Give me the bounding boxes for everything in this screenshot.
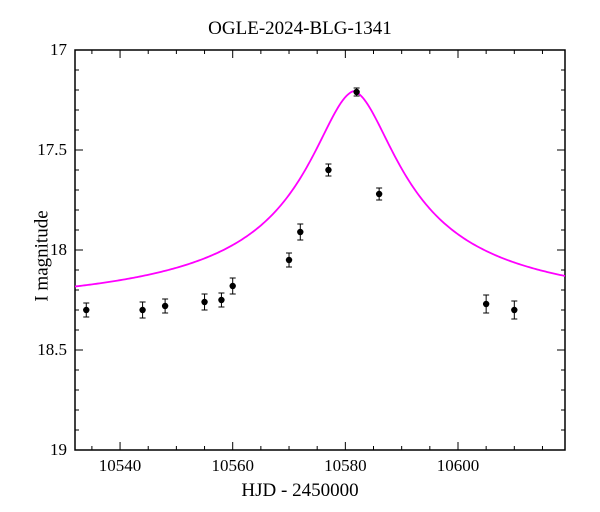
y-tick-label: 17.5 (37, 140, 67, 160)
y-tick-label: 17 (50, 40, 67, 60)
x-tick-label: 10600 (437, 456, 480, 476)
chart-title: OGLE-2024-BLG-1341 (0, 18, 600, 40)
x-tick-label: 10540 (99, 456, 142, 476)
x-tick-label: 10560 (211, 456, 254, 476)
x-axis-label: HJD - 2450000 (0, 480, 600, 502)
y-tick-label: 18 (50, 240, 67, 260)
plot-svg (75, 50, 565, 450)
plot-area (75, 50, 565, 450)
plot-container: OGLE-2024-BLG-1341 I magnitude HJD - 245… (0, 0, 600, 512)
x-tick-label: 10580 (324, 456, 367, 476)
y-tick-label: 19 (50, 440, 67, 460)
y-tick-label: 18.5 (37, 340, 67, 360)
